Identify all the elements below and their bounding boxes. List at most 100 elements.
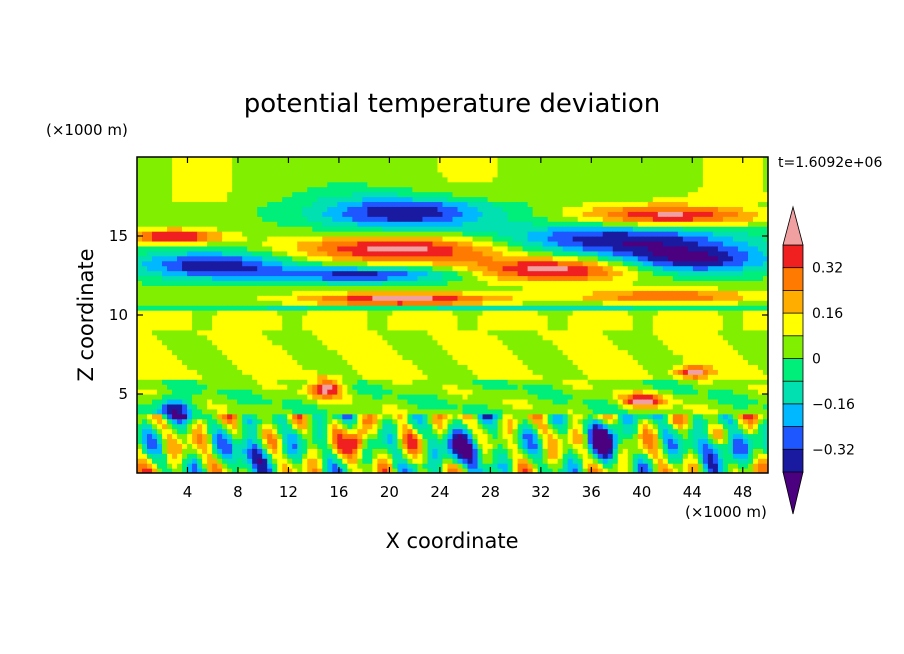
contour-cell xyxy=(397,310,404,316)
contour-cell xyxy=(167,221,173,227)
contour-cell xyxy=(392,211,399,217)
contour-cell xyxy=(282,389,288,395)
contour-cell xyxy=(372,354,378,361)
contour-cell xyxy=(282,438,288,444)
contour-cell xyxy=(177,270,183,277)
contour-cell xyxy=(247,438,253,444)
contour-cell xyxy=(337,408,343,415)
contour-cell xyxy=(332,329,338,336)
contour-cell xyxy=(257,206,263,212)
contour-cell xyxy=(142,339,148,346)
contour-cell xyxy=(337,315,343,321)
contour-cell xyxy=(512,319,519,326)
contour-cell xyxy=(397,290,404,296)
contour-cell xyxy=(402,408,409,415)
contour-cell xyxy=(242,463,248,469)
contour-cell xyxy=(272,433,278,440)
contour-cell xyxy=(177,285,183,291)
contour-cell xyxy=(377,374,383,380)
contour-cell xyxy=(182,364,188,370)
contour-cell xyxy=(317,428,323,435)
contour-cell xyxy=(187,310,193,316)
contour-cell xyxy=(217,403,223,410)
contour-cell xyxy=(192,334,198,341)
contour-cell xyxy=(237,310,243,316)
contour-cell xyxy=(342,176,348,183)
contour-cell xyxy=(227,403,233,410)
contour-cell xyxy=(352,211,358,217)
contour-cell xyxy=(417,196,424,203)
contour-cell xyxy=(292,310,298,316)
contour-cell xyxy=(242,339,248,346)
contour-cell xyxy=(147,216,153,222)
contour-cell xyxy=(247,166,253,173)
contour-cell xyxy=(347,216,353,222)
contour-cell xyxy=(467,334,474,341)
contour-cell xyxy=(202,319,208,326)
contour-cell xyxy=(207,324,213,331)
contour-cell xyxy=(137,196,143,203)
contour-cell xyxy=(392,295,399,301)
contour-cell xyxy=(157,463,163,469)
contour-cell xyxy=(292,157,298,163)
contour-cell xyxy=(187,280,193,286)
contour-cell xyxy=(212,161,218,168)
contour-cell xyxy=(152,161,158,168)
contour-cell xyxy=(387,359,394,365)
contour-cell xyxy=(402,453,409,459)
contour-cell xyxy=(237,433,243,440)
contour-cell xyxy=(262,236,268,242)
contour-cell xyxy=(342,305,348,311)
contour-cell xyxy=(392,384,399,390)
contour-cell xyxy=(442,166,449,173)
contour-cell xyxy=(342,379,348,385)
contour-cell xyxy=(227,413,233,420)
contour-cell xyxy=(522,468,529,473)
contour-cell xyxy=(162,394,168,400)
contour-cell xyxy=(497,191,504,198)
contour-cell xyxy=(437,310,444,316)
contour-cell xyxy=(357,300,363,306)
contour-cell xyxy=(237,458,243,464)
contour-cell xyxy=(322,305,328,311)
contour-cell xyxy=(302,453,308,459)
contour-cell xyxy=(352,369,358,375)
contour-cell xyxy=(367,458,373,464)
contour-cell xyxy=(227,319,233,326)
contour-cell xyxy=(447,285,454,291)
contour-cell xyxy=(402,300,409,306)
contour-cell xyxy=(277,275,283,282)
contour-cell xyxy=(512,221,519,227)
contour-cell xyxy=(432,413,439,420)
contour-cell xyxy=(167,157,173,163)
contour-cell xyxy=(222,265,228,272)
contour-cell xyxy=(247,265,253,272)
contour-cell xyxy=(167,285,173,291)
contour-cell xyxy=(422,201,429,207)
contour-cell xyxy=(302,344,308,351)
contour-cell xyxy=(172,280,178,286)
contour-cell xyxy=(397,324,404,331)
contour-cell xyxy=(307,428,313,435)
contour-cell xyxy=(162,339,168,346)
contour-cell xyxy=(362,186,368,193)
contour-cell xyxy=(212,433,218,440)
contour-cell xyxy=(502,468,509,473)
contour-cell xyxy=(342,255,348,262)
contour-cell xyxy=(512,453,519,459)
contour-cell xyxy=(292,344,298,351)
contour-cell xyxy=(172,201,178,207)
contour-cell xyxy=(177,245,183,252)
contour-cell xyxy=(247,196,253,203)
contour-cell xyxy=(277,211,283,217)
contour-cell xyxy=(482,240,489,247)
contour-cell xyxy=(137,334,143,341)
contour-cell xyxy=(312,398,318,405)
contour-cell xyxy=(472,157,479,163)
contour-cell xyxy=(212,157,218,163)
contour-cell xyxy=(152,329,158,336)
contour-cell xyxy=(207,300,213,306)
contour-cell xyxy=(277,319,283,326)
contour-cell xyxy=(202,157,208,163)
contour-cell xyxy=(137,250,143,257)
